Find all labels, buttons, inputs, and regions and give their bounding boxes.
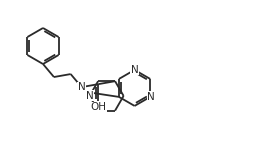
Text: N: N <box>131 65 139 75</box>
Text: OH: OH <box>90 102 106 112</box>
Text: N: N <box>147 92 155 102</box>
Text: N: N <box>86 91 93 101</box>
Text: N: N <box>78 82 86 92</box>
